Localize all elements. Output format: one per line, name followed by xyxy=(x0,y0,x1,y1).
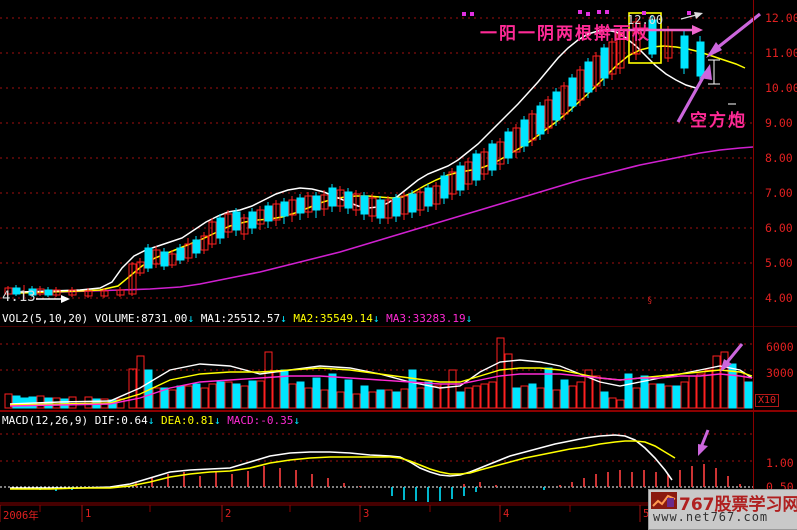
macd-axis-label-0: 1.00 xyxy=(766,456,794,470)
volume-header: VOL2(5,10,20) VOLUME:8731.00↓ MA1:25512.… xyxy=(2,312,472,325)
price-axis-label-5: 7.00 xyxy=(765,186,793,200)
low-price-label: 4.13 xyxy=(2,289,36,305)
price-axis-label-3: 9.00 xyxy=(765,116,793,130)
ma5-line xyxy=(19,29,697,293)
watermark: 767股票学习网 www.net767.com xyxy=(648,489,797,530)
volume-ma2-line xyxy=(9,367,753,406)
volume-bars xyxy=(4,337,753,409)
candlestick-series xyxy=(4,16,736,298)
low-price-arrow xyxy=(36,295,70,303)
ganmianzhang-annotation: 一阳一阴两根擀面杖 xyxy=(480,24,651,44)
time-axis-label-1: 1 xyxy=(85,508,92,520)
volume-header-ma3: MA3:33283.19 xyxy=(386,312,466,325)
macd-header-macd: MACD:-0.35 xyxy=(227,414,294,427)
macd-header-indicator: MACD(12,26,9) xyxy=(2,414,89,427)
price-marker-arrow xyxy=(600,25,703,35)
time-axis-label-4: 4 xyxy=(503,508,510,520)
macd-dea-line xyxy=(10,440,676,490)
kongfangpao-annotation: 空方炮 xyxy=(690,111,747,131)
time-axis-label-3: 3 xyxy=(363,508,370,520)
volume-panel xyxy=(0,326,797,412)
macd-header-dea: DEA:0.81 xyxy=(160,414,214,427)
macd-header-macd-arrow: ↓ xyxy=(293,414,301,427)
watermark-url: www.net767.com xyxy=(653,510,769,524)
volume-axis-label-1: 3000 xyxy=(766,366,794,380)
kongfangpao-arrow xyxy=(676,64,712,123)
macd-cross-arrow xyxy=(698,429,710,456)
volume-ma3-line xyxy=(9,373,753,407)
volume-header-indicator: VOL2(5,10,20) xyxy=(2,312,89,325)
volume-header-ma1: MA1:25512.57 xyxy=(200,312,281,325)
price-panel: § xyxy=(0,10,761,306)
watermark-logo-icon xyxy=(651,492,677,509)
minor-marker: § xyxy=(647,296,652,306)
price-axis-label-7: 5.00 xyxy=(765,256,793,270)
macd-header-dif-arrow: ↓ xyxy=(147,414,155,427)
twelve-price-pointer xyxy=(680,12,703,20)
price-axis-label-4: 8.00 xyxy=(765,151,793,165)
volume-arrow xyxy=(720,343,744,372)
price-axis-label-1: 11.00 xyxy=(765,46,797,60)
top-reversal-arrow xyxy=(706,12,761,58)
ma60-line xyxy=(59,146,754,293)
volume-header-volume: VOLUME:8731.00 xyxy=(94,312,188,325)
macd-header-dif: DIF:0.64 xyxy=(94,414,148,427)
volume-header-ma3-arrow: ↓ xyxy=(465,312,473,325)
inverted-t-candle xyxy=(708,59,720,85)
price-axis-label-8: 4.00 xyxy=(765,291,793,305)
volume-header-ma2: MA2:35549.14 xyxy=(293,312,373,325)
price-axis-label-0: 12.00 xyxy=(765,11,797,25)
macd-histogram-positive xyxy=(135,464,741,487)
volume-multiplier-badge: X10 xyxy=(755,394,780,407)
macd-dif-line xyxy=(10,434,673,489)
price-axis-label-6: 6.00 xyxy=(765,221,793,235)
price-marker-label: 12.00 xyxy=(627,13,664,27)
time-axis-label-0: 2006年 xyxy=(3,510,39,522)
time-axis-label-5: 5 xyxy=(643,508,650,520)
macd-header-dea-arrow: ↓ xyxy=(213,414,221,427)
macd-header: MACD(12,26,9) DIF:0.64↓ DEA:0.81↓ MACD:-… xyxy=(2,414,300,427)
signal-markers xyxy=(462,10,691,16)
volume-header-volume-arrow: ↓ xyxy=(187,312,195,325)
volume-axis-label-0: 6000 xyxy=(766,340,794,354)
plot-right-border xyxy=(753,0,754,504)
watermark-brand: 767股票学习网 xyxy=(679,495,797,515)
time-axis-label-2: 2 xyxy=(225,508,232,520)
volume-header-ma2-arrow: ↓ xyxy=(372,312,380,325)
price-axis-label-2: 10.00 xyxy=(765,81,797,95)
volume-header-ma1-arrow: ↓ xyxy=(280,312,287,325)
